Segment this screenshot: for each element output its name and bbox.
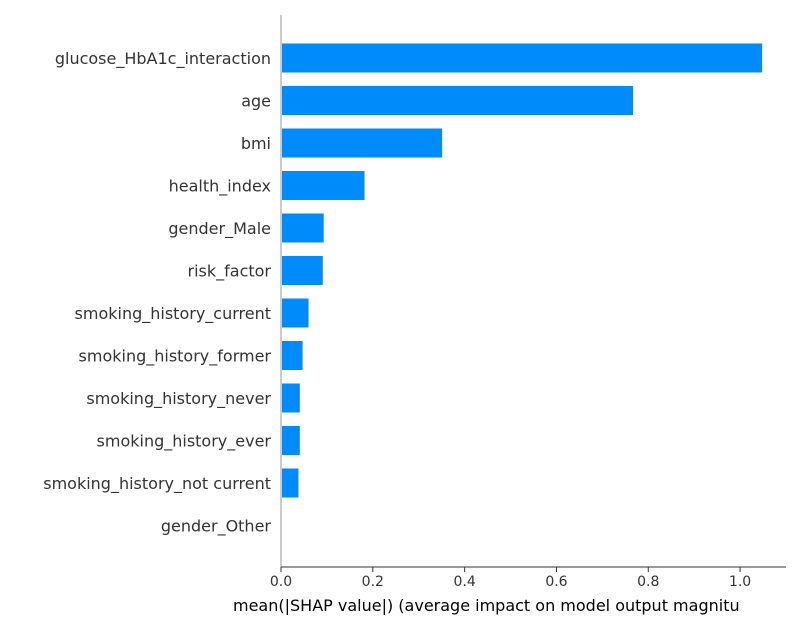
bar-smoking-history-former xyxy=(282,341,303,370)
category-label-gender-male: gender_Male xyxy=(168,219,271,239)
x-tick-label-0-8: 0.8 xyxy=(637,574,659,590)
bar-glucose-hba1c-interaction xyxy=(282,43,763,73)
x-axis-ticks: 0.0 0.2 0.4 0.6 0.8 1.0 xyxy=(270,567,751,590)
category-label-glucose-hba1c-interaction: glucose_HbA1c_interaction xyxy=(55,49,271,69)
category-label-smoking-history-never: smoking_history_never xyxy=(86,389,271,409)
category-label-health-index: health_index xyxy=(169,177,271,197)
category-label-bmi: bmi xyxy=(241,134,271,153)
bar-risk-factor xyxy=(282,256,323,285)
x-tick-label-1-0: 1.0 xyxy=(729,574,751,590)
bar-gender-male xyxy=(282,213,324,243)
category-label-smoking-history-not-current: smoking_history_not current xyxy=(43,474,271,494)
category-label-age: age xyxy=(241,92,271,111)
x-axis-title: mean(|SHAP value|) (average impact on mo… xyxy=(233,596,740,615)
bar-health-index xyxy=(282,171,365,200)
bars-layer xyxy=(282,43,763,498)
x-tick-label-0-2: 0.2 xyxy=(362,574,384,590)
category-label-smoking-history-ever: smoking_history_ever xyxy=(97,432,272,452)
bar-smoking-history-never xyxy=(282,383,300,413)
category-label-smoking-history-current: smoking_history_current xyxy=(75,304,271,324)
bar-smoking-history-not-current xyxy=(282,468,299,498)
category-label-smoking-history-former: smoking_history_former xyxy=(79,347,272,367)
x-tick-label-0-6: 0.6 xyxy=(545,574,567,590)
x-tick-label-0-0: 0.0 xyxy=(270,574,292,590)
category-label-risk-factor: risk_factor xyxy=(188,262,272,282)
bar-age xyxy=(282,86,634,115)
bar-smoking-history-ever xyxy=(282,426,300,455)
category-label-gender-other: gender_Other xyxy=(161,517,272,537)
bar-smoking-history-current xyxy=(282,298,309,328)
bar-bmi xyxy=(282,128,443,158)
x-tick-label-0-4: 0.4 xyxy=(454,574,476,590)
